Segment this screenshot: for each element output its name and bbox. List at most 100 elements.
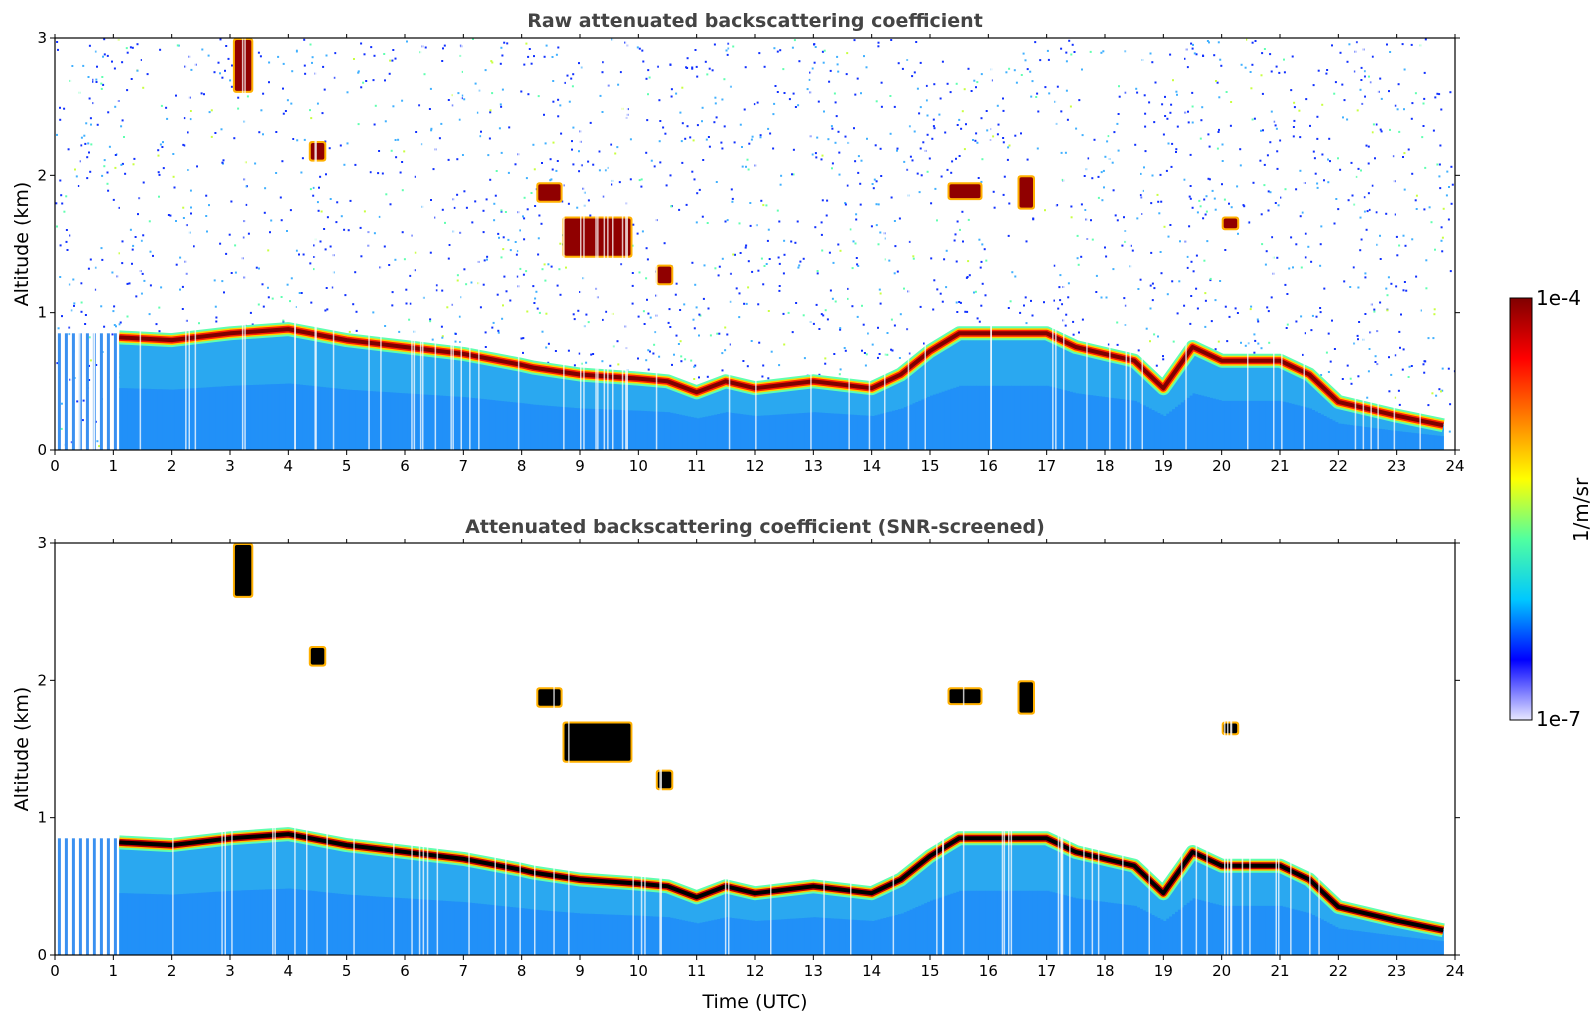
noise-pixel — [762, 364, 765, 367]
noise-pixel — [362, 81, 365, 84]
x-tick-label: 17 — [1037, 962, 1056, 980]
noise-pixel — [1239, 148, 1242, 151]
noise-pixel — [631, 284, 634, 287]
noise-pixel — [137, 213, 139, 216]
noise-pixel — [1070, 53, 1073, 56]
bl-column-lower — [203, 387, 208, 450]
noise-pixel — [871, 343, 874, 346]
noise-pixel — [1386, 43, 1388, 46]
noise-pixel — [1026, 158, 1029, 161]
noise-pixel — [398, 330, 401, 333]
noise-pixel — [913, 71, 916, 74]
noise-pixel — [56, 362, 59, 365]
noise-pixel — [298, 292, 301, 294]
noise-pixel — [629, 138, 632, 141]
noise-pixel — [1117, 113, 1120, 115]
noise-pixel — [646, 258, 649, 261]
noise-pixel — [797, 266, 800, 269]
bl-column-lower — [302, 385, 307, 450]
noise-pixel — [779, 49, 782, 52]
noise-pixel — [671, 363, 673, 366]
noise-pixel — [1206, 240, 1209, 243]
noise-pixel — [932, 118, 935, 121]
noise-pixel — [1071, 43, 1074, 46]
noise-pixel — [877, 41, 880, 44]
noise-pixel — [871, 183, 874, 185]
noise-pixel — [349, 199, 352, 202]
bl-column-lower — [1154, 411, 1159, 450]
noise-pixel — [1359, 249, 1362, 252]
bl-column-lower — [125, 388, 129, 450]
noise-pixel — [1403, 188, 1406, 191]
noise-pixel — [829, 289, 832, 292]
bl-column-lower — [874, 415, 879, 450]
gap-streak — [962, 543, 965, 955]
noise-pixel — [946, 168, 949, 171]
noise-pixel — [1224, 249, 1227, 251]
bl-column-lower — [638, 410, 642, 450]
noise-pixel — [578, 352, 581, 355]
bl-column-lower — [792, 918, 797, 955]
noise-pixel — [1254, 40, 1257, 42]
noise-pixel — [820, 158, 823, 161]
x-tick-label: 2 — [167, 962, 177, 980]
noise-pixel — [1312, 150, 1315, 153]
noise-pixel — [60, 427, 63, 430]
noise-pixel — [1353, 203, 1356, 206]
bl-column-lower — [1221, 905, 1226, 955]
noise-pixel — [1014, 275, 1017, 278]
noise-pixel — [1450, 165, 1453, 168]
noise-pixel — [926, 114, 929, 117]
noise-pixel — [1102, 169, 1105, 172]
bl-column-lower — [349, 389, 354, 450]
bl-column-lower — [1081, 394, 1086, 450]
noise-pixel — [125, 47, 128, 50]
noise-pixel — [1278, 71, 1281, 74]
noise-pixel — [474, 200, 477, 203]
bl-column-lower — [221, 386, 225, 450]
noise-pixel — [549, 179, 552, 182]
noise-pixel — [446, 306, 449, 309]
noise-pixel — [59, 106, 61, 109]
noise-pixel — [103, 53, 106, 56]
bl-column-lower — [530, 909, 534, 955]
noise-pixel — [817, 100, 820, 103]
noise-pixel — [824, 309, 827, 312]
noise-pixel — [1160, 200, 1163, 203]
bl-column-lower — [250, 385, 254, 450]
bl-column-lower — [527, 403, 531, 450]
bl-column-lower — [1242, 400, 1246, 450]
bl-column-lower — [1422, 434, 1427, 450]
bl-column-lower — [1040, 890, 1045, 955]
noise-pixel — [1290, 89, 1293, 92]
noise-pixel — [68, 326, 71, 329]
noise-pixel — [394, 258, 397, 261]
noise-pixel — [694, 49, 697, 51]
bl-column-lower — [705, 416, 709, 450]
noise-pixel — [978, 238, 981, 241]
bl-column-lower — [1428, 939, 1433, 955]
noise-pixel — [828, 251, 831, 254]
noise-pixel — [649, 350, 651, 353]
noise-pixel — [649, 316, 652, 319]
noise-pixel — [889, 132, 892, 135]
noise-pixel — [757, 303, 760, 306]
bl-column-lower — [1212, 398, 1217, 450]
bl-column-lower — [448, 901, 453, 955]
bl-column-lower — [162, 389, 167, 450]
bl-column-lower — [1265, 400, 1269, 450]
noise-pixel — [384, 120, 387, 123]
bl-column-lower — [215, 891, 219, 955]
noise-pixel — [118, 323, 121, 326]
noise-pixel — [847, 287, 850, 290]
noise-pixel — [1364, 276, 1367, 279]
noise-pixel — [1164, 115, 1167, 117]
noise-pixel — [523, 217, 526, 220]
bl-column-lower — [1361, 931, 1366, 955]
noise-pixel — [616, 340, 619, 343]
cloud-core — [657, 266, 672, 284]
noise-pixel — [576, 206, 579, 209]
noise-pixel — [739, 252, 742, 254]
bl-column-lower — [276, 889, 281, 955]
noise-pixel — [1270, 70, 1273, 73]
